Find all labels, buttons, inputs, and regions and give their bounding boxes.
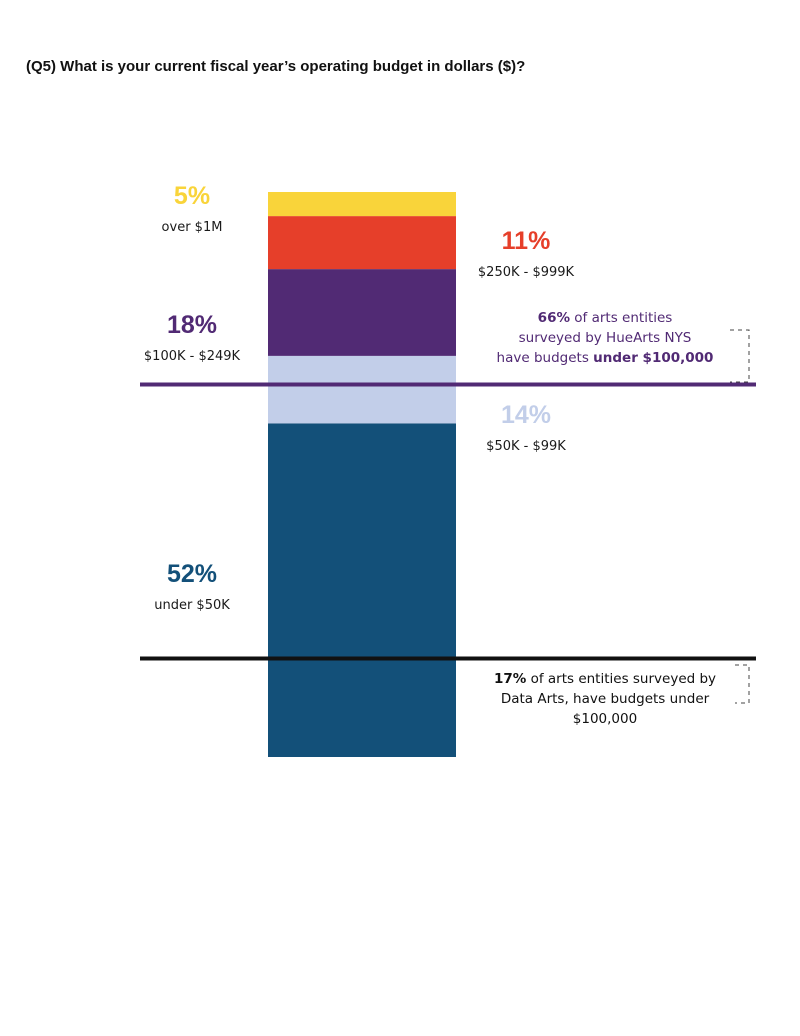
- note-run: of arts entities: [570, 310, 672, 326]
- reference-note-line: $100,000: [573, 711, 637, 727]
- note-run: of arts entities surveyed by: [526, 671, 716, 687]
- bar-segment-14: [268, 355, 456, 424]
- bar-segment-11: [268, 216, 456, 270]
- segment-percent-label: 5%: [174, 182, 210, 210]
- bar-segment-52: [268, 423, 456, 757]
- note-run: have budgets: [497, 350, 594, 366]
- segment-range-label: $100K - $249K: [144, 349, 241, 364]
- segment-percent-label: 52%: [167, 560, 217, 588]
- bar-segment-5: [268, 192, 456, 217]
- reference-note-line: Data Arts, have budgets under: [501, 691, 710, 707]
- segment-range-label: over $1M: [162, 220, 223, 235]
- note-run: 66%: [538, 310, 571, 326]
- reference-notes: 66% of arts entities surveyed by HueArts …: [494, 310, 750, 727]
- note-run: surveyed by HueArts NYS: [519, 330, 692, 346]
- reference-note-line: 66% of arts entities: [538, 310, 673, 326]
- reference-note-line: surveyed by HueArts NYS: [519, 330, 692, 346]
- note-run: $100,000: [573, 711, 637, 727]
- segment-range-label: $250K - $999K: [478, 265, 575, 280]
- reference-note-line: 17% of arts entities surveyed by: [494, 671, 716, 687]
- chart-title: (Q5) What is your current fiscal year’s …: [26, 58, 526, 75]
- segment-range-label: $50K - $99K: [486, 439, 566, 454]
- reference-lines: [140, 382, 756, 661]
- note-bracket: [735, 664, 750, 704]
- note-run: Data Arts, have budgets under: [501, 691, 710, 707]
- segment-range-label: under $50K: [154, 598, 230, 613]
- segment-percent-label: 14%: [501, 401, 551, 429]
- bar-segment-18: [268, 269, 456, 356]
- note-run: 17%: [494, 671, 527, 687]
- segment-labels: 52% under $50K 14% $50K - $99K 18% $100K - $2…: [144, 182, 575, 613]
- reference-note-line: have budgets under $100,000: [497, 350, 714, 366]
- note-bracket: [730, 329, 750, 383]
- note-run: under $100,000: [593, 350, 713, 366]
- segment-percent-label: 18%: [167, 311, 217, 339]
- segment-percent-label: 11%: [502, 227, 551, 255]
- bar-segments: [268, 192, 456, 757]
